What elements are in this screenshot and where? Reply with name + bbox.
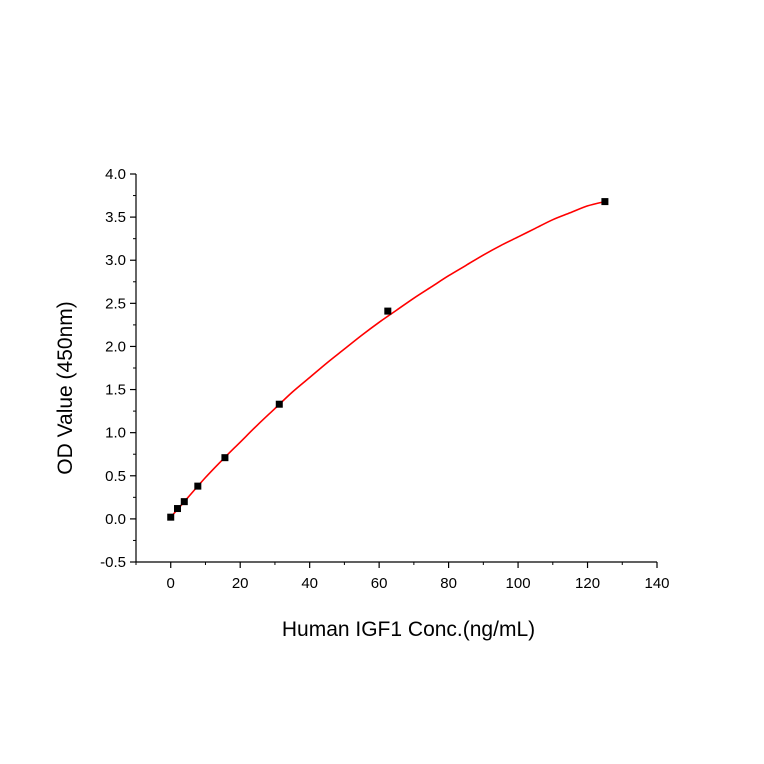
data-point <box>180 498 188 506</box>
data-point <box>194 482 202 490</box>
x-tick-label: 0 <box>167 575 175 592</box>
x-tick-label: 120 <box>575 575 600 592</box>
y-tick-label: 1.0 <box>105 425 126 442</box>
data-point <box>221 454 229 462</box>
x-tick-label: 40 <box>301 575 318 592</box>
y-tick-label: 2.0 <box>105 338 126 355</box>
x-tick-label: 80 <box>440 575 457 592</box>
y-tick-label: 0.0 <box>105 511 126 528</box>
y-ticks: -0.5 0.0 0.5 1.0 1.5 2.0 2.5 3.0 3.5 4.0 <box>100 166 136 571</box>
axes <box>135 174 657 563</box>
y-tick-label: 3.0 <box>105 252 126 269</box>
y-tick-label: -0.5 <box>100 554 126 571</box>
y-tick-label: 4.0 <box>105 166 126 183</box>
fit-curve <box>170 200 606 518</box>
y-tick-label: 1.5 <box>105 382 126 399</box>
x-axis-title: Human IGF1 Conc.(ng/mL) <box>282 618 535 641</box>
y-tick-label: 3.5 <box>105 209 126 226</box>
x-tick-label: 100 <box>506 575 531 592</box>
data-point <box>167 513 175 521</box>
y-tick-label: 2.5 <box>105 295 126 312</box>
y-axis-title: OD Value (450nm) <box>54 301 77 475</box>
x-tick-label: 60 <box>371 575 388 592</box>
x-ticks: 0 20 40 60 80 100 120 140 <box>135 562 670 592</box>
x-tick-label: 20 <box>232 575 249 592</box>
data-point <box>601 198 609 206</box>
x-tick-label: 140 <box>644 575 669 592</box>
y-tick-label: 0.5 <box>105 468 126 485</box>
data-point <box>275 400 283 408</box>
data-point <box>174 505 182 513</box>
data-point <box>384 307 392 315</box>
data-points <box>167 198 609 521</box>
